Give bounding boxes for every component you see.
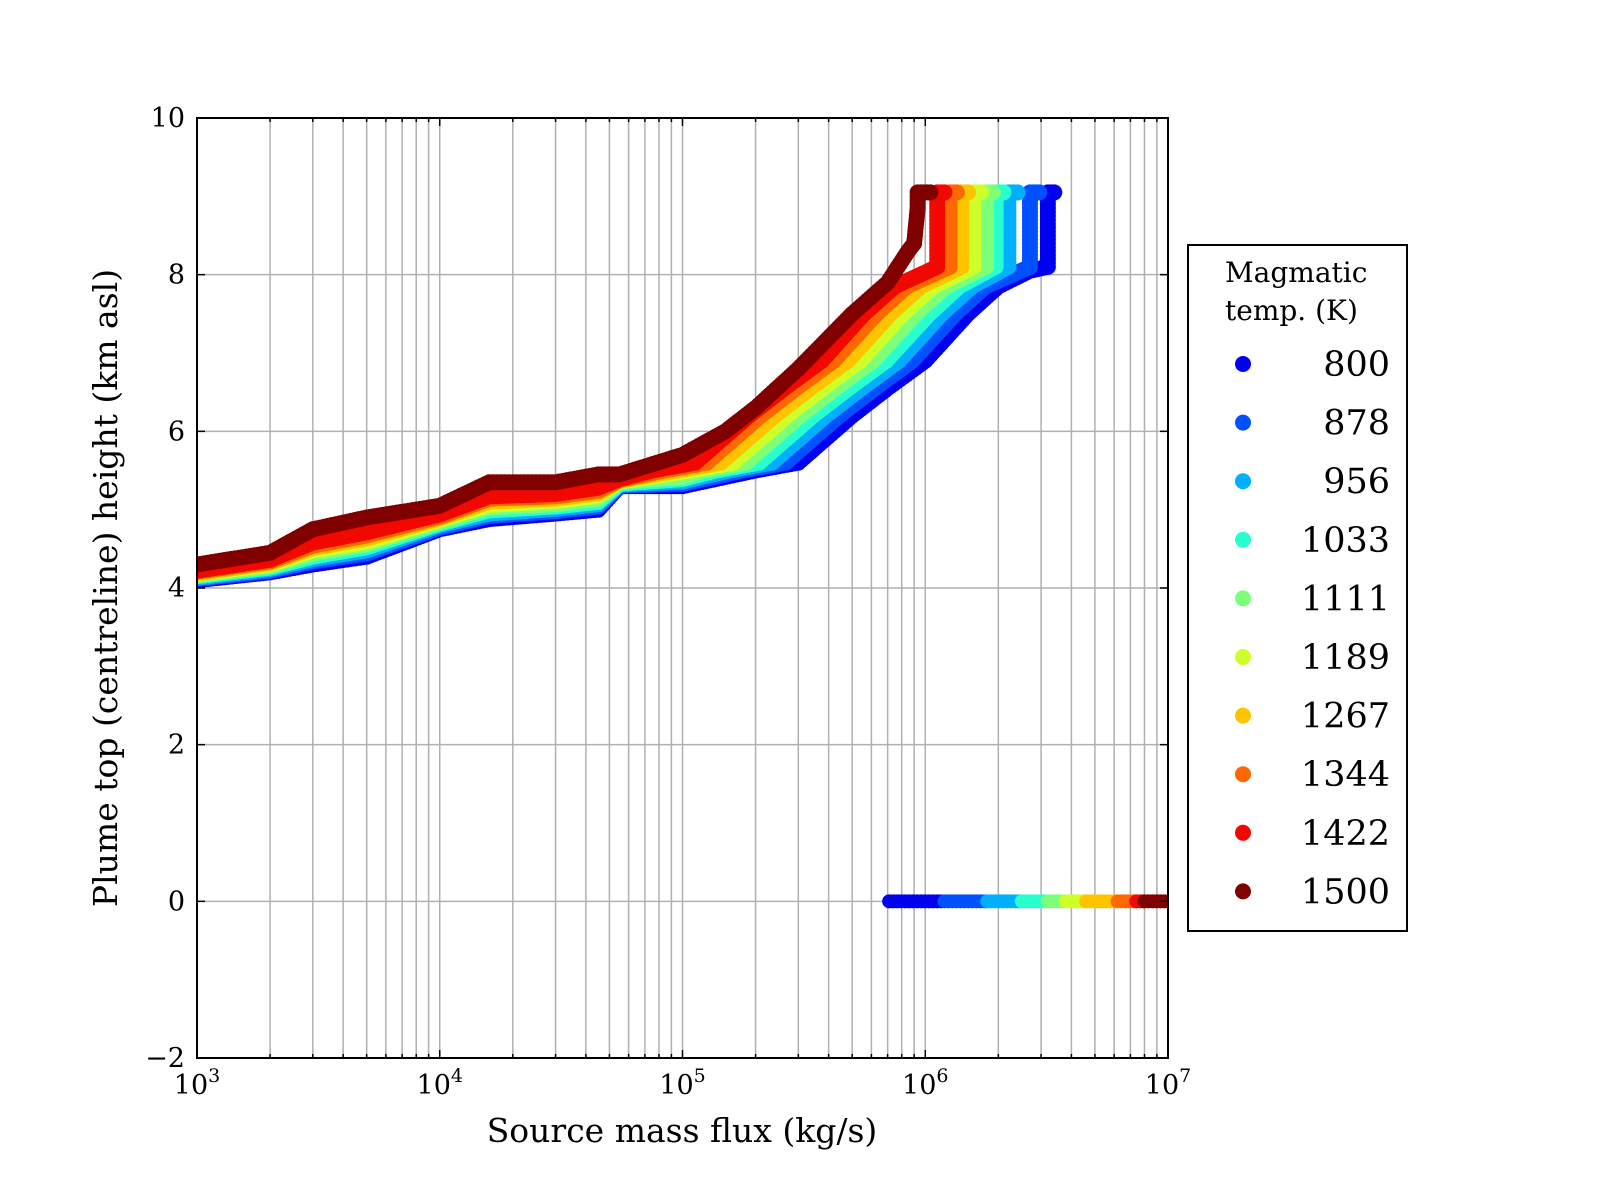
x-tick-label-exponent: 6: [936, 1065, 948, 1087]
legend-items: 800 878 956 1033 1111 1189 1267 1344 1422 1500: [1235, 345, 1390, 912]
y-tick-label: 4: [168, 573, 185, 604]
x-tick-label-base: 10: [1145, 1070, 1179, 1101]
x-tick-label-exponent: 4: [451, 1065, 463, 1087]
y-tick-label: 8: [168, 260, 185, 291]
legend-label-1422: 1422: [1301, 814, 1390, 854]
x-tick-label-exponent: 7: [1179, 1065, 1191, 1087]
x-tick-label: 106: [902, 1065, 948, 1101]
x-tick-label: 107: [1145, 1065, 1191, 1101]
legend-marker-1500: [1235, 883, 1251, 900]
series-1500: [197, 184, 1168, 909]
x-tick-label: 105: [659, 1065, 705, 1101]
data-point: [922, 184, 939, 201]
grid-lines: [197, 118, 1168, 1058]
legend-marker-1344: [1235, 766, 1251, 783]
legend-label-1189: 1189: [1301, 638, 1390, 678]
x-tick-label-base: 10: [417, 1070, 451, 1101]
y-tick-label: 6: [168, 416, 185, 447]
x-tick-label: 103: [174, 1065, 220, 1101]
legend-label-800: 800: [1323, 345, 1390, 385]
data-point: [1031, 184, 1048, 201]
x-tick-label-base: 10: [659, 1070, 693, 1101]
data-point: [959, 184, 976, 201]
legend-label-878: 878: [1323, 404, 1390, 444]
axis-ticks: [197, 118, 1168, 1058]
series-1422: [197, 184, 1152, 909]
y-tick-label: 10: [151, 103, 185, 134]
legend: Magmatic temp. (K) 800 878 956 1033 1111 1189…: [1187, 244, 1408, 932]
data-point: [984, 184, 1001, 201]
legend-title-line2: temp. (K): [1225, 294, 1358, 327]
legend-marker-878: [1235, 414, 1251, 431]
data-point: [1046, 184, 1063, 201]
data-point: [936, 184, 953, 201]
x-tick-label-exponent: 3: [208, 1065, 220, 1087]
y-axis-label: Plume top (centreline) height (km asl): [86, 269, 125, 907]
x-axis-label: Source mass flux (kg/s): [487, 1111, 878, 1150]
legend-marker-1189: [1235, 649, 1251, 665]
x-tick-label-exponent: 5: [694, 1065, 706, 1087]
legend-marker-1033: [1235, 531, 1251, 548]
legend-label-1267: 1267: [1301, 697, 1390, 737]
legend-label-956: 956: [1323, 462, 1390, 502]
y-tick-label: 0: [168, 886, 185, 917]
legend-label-1033: 1033: [1301, 521, 1390, 561]
data-point: [1009, 184, 1026, 201]
legend-marker-800: [1235, 356, 1251, 372]
legend-label-1344: 1344: [1301, 755, 1390, 795]
y-tick-label: 2: [168, 730, 185, 761]
legend-marker-1422: [1235, 824, 1251, 841]
x-tick-label-base: 10: [902, 1070, 936, 1101]
data-point: [973, 184, 990, 201]
legend-label-1500: 1500: [1301, 872, 1390, 912]
data-point: [948, 184, 965, 201]
legend-marker-1111: [1235, 590, 1251, 607]
legend-marker-956: [1235, 473, 1251, 490]
scatter-points: [197, 184, 1168, 909]
legend-frame: [1187, 244, 1408, 932]
y-tick-label: −2: [145, 1043, 185, 1074]
legend-marker-1267: [1235, 707, 1251, 724]
x-tick-label-base: 10: [174, 1070, 208, 1101]
x-tick-label: 104: [417, 1065, 463, 1101]
legend-title-line1: Magmatic: [1225, 256, 1367, 289]
legend-label-1111: 1111: [1301, 579, 1390, 619]
